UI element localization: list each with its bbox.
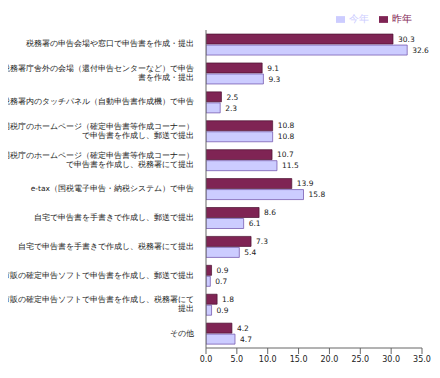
svg-text:32.6: 32.6 — [412, 46, 429, 55]
svg-text:1.8: 1.8 — [222, 295, 234, 304]
svg-text:30.0: 30.0 — [382, 355, 400, 364]
svg-text:35.0: 35.0 — [413, 355, 431, 364]
svg-text:自宅で申告書を手書きで作成し、郵送で提出: 自宅で申告書を手書きで作成し、郵送で提出 — [34, 213, 194, 222]
svg-text:税務署庁舎外の会場（還付申告センターなど）で申告書を作成・提: 税務署庁舎外の会場（還付申告センターなど）で申告書を作成・提出 — [8, 64, 194, 82]
svg-text:30.3: 30.3 — [398, 35, 415, 44]
svg-text:その他: その他 — [170, 329, 194, 338]
svg-text:20.0: 20.0 — [321, 355, 339, 364]
svg-text:市販の確定申告ソフトで申告書を作成し、郵送で提出: 市販の確定申告ソフトで申告書を作成し、郵送で提出 — [8, 271, 194, 280]
svg-text:税務署内のタッチパネル（自動申告書作成機）で申告: 税務署内のタッチパネル（自動申告書作成機）で申告 — [8, 97, 194, 106]
svg-text:e-tax（国税電子申告・納税システム）で申告: e-tax（国税電子申告・納税システム）で申告 — [31, 184, 194, 193]
svg-text:0.7: 0.7 — [215, 277, 227, 286]
svg-text:5.4: 5.4 — [244, 248, 256, 257]
html-text:今年: 今年 — [349, 13, 369, 24]
svg-text:国税庁のホームページ（確定申告書等作成コーナー）で申告書を作: 国税庁のホームページ（確定申告書等作成コーナー）で申告書を作成し、税務署にて提出 — [8, 151, 194, 169]
svg-text:10.0: 10.0 — [259, 355, 277, 364]
svg-text:4.2: 4.2 — [237, 324, 249, 333]
svg-text:0.9: 0.9 — [217, 266, 229, 275]
svg-text:税務署の申告会場や窓口で申告書を作成・提出: 税務署の申告会場や窓口で申告書を作成・提出 — [26, 40, 194, 49]
svg-text:2.3: 2.3 — [225, 104, 237, 113]
svg-text:8.6: 8.6 — [264, 208, 276, 217]
svg-text:9.1: 9.1 — [267, 64, 279, 73]
svg-text:2.5: 2.5 — [226, 93, 238, 102]
svg-text:15.8: 15.8 — [309, 190, 326, 199]
svg-text:0.9: 0.9 — [217, 306, 229, 315]
svg-text:自宅で申告書を手書きで作成し、税務署にて提出: 自宅で申告書を手書きで作成し、税務署にて提出 — [18, 242, 194, 251]
svg-text:10.8: 10.8 — [278, 132, 295, 141]
svg-text:0.0: 0.0 — [200, 355, 213, 364]
svg-text:10.7: 10.7 — [277, 150, 294, 159]
svg-text:9.3: 9.3 — [268, 75, 280, 84]
html-text:昨年: 昨年 — [392, 13, 412, 24]
svg-text:4.7: 4.7 — [240, 335, 252, 344]
svg-text:国税庁のホームページ（確定申告書等作成コーナー）で申告書を作: 国税庁のホームページ（確定申告書等作成コーナー）で申告書を作成し、郵送で提出 — [8, 122, 194, 140]
svg-text:10.8: 10.8 — [278, 121, 295, 130]
svg-text:5.0: 5.0 — [230, 355, 243, 364]
svg-text:13.9: 13.9 — [297, 179, 314, 188]
svg-text:25.0: 25.0 — [351, 355, 369, 364]
svg-text:6.1: 6.1 — [249, 219, 261, 228]
svg-text:15.0: 15.0 — [290, 355, 308, 364]
svg-text:11.5: 11.5 — [282, 161, 299, 170]
svg-text:7.3: 7.3 — [256, 237, 268, 246]
svg-text:市販の確定申告ソフトで申告書を作成し、税務署にて提出: 市販の確定申告ソフトで申告書を作成し、税務署にて提出 — [8, 295, 194, 313]
